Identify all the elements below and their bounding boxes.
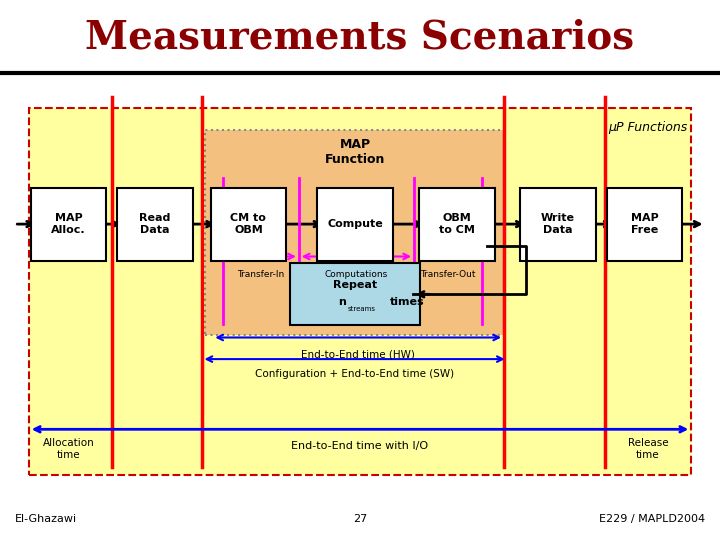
FancyBboxPatch shape — [606, 188, 683, 261]
FancyBboxPatch shape — [419, 188, 495, 261]
Text: E229 / MAPLD2004: E229 / MAPLD2004 — [600, 514, 706, 524]
Text: El-Ghazawi: El-Ghazawi — [14, 514, 76, 524]
Text: OBM
to CM: OBM to CM — [439, 213, 475, 235]
Text: MAP
Free: MAP Free — [631, 213, 658, 235]
FancyBboxPatch shape — [29, 108, 691, 475]
Text: 27: 27 — [353, 514, 367, 524]
FancyBboxPatch shape — [318, 188, 393, 261]
Text: Release
time: Release time — [628, 438, 668, 460]
FancyBboxPatch shape — [205, 130, 504, 335]
Text: MAP
Alloc.: MAP Alloc. — [51, 213, 86, 235]
Text: n: n — [338, 298, 346, 307]
Text: End-to-End time with I/O: End-to-End time with I/O — [292, 441, 428, 451]
Text: Read
Data: Read Data — [139, 213, 171, 235]
Text: CM to
OBM: CM to OBM — [230, 213, 266, 235]
Text: End-to-End time (HW): End-to-End time (HW) — [301, 349, 415, 360]
FancyBboxPatch shape — [117, 188, 192, 261]
Text: Allocation
time: Allocation time — [42, 438, 94, 460]
Text: MAP
Function: MAP Function — [325, 138, 385, 166]
Text: Configuration + End-to-End time (SW): Configuration + End-to-End time (SW) — [255, 369, 454, 379]
Text: times: times — [390, 298, 424, 307]
Text: Transfer-Out: Transfer-Out — [420, 270, 476, 279]
Text: Compute: Compute — [327, 219, 383, 229]
Text: μP Functions: μP Functions — [608, 122, 688, 134]
Text: Measurements Scenarios: Measurements Scenarios — [86, 19, 634, 57]
FancyBboxPatch shape — [30, 188, 107, 261]
Text: Transfer-In: Transfer-In — [238, 270, 284, 279]
Text: Computations: Computations — [325, 270, 388, 279]
Text: streams: streams — [348, 306, 376, 313]
Text: Write
Data: Write Data — [541, 213, 575, 235]
FancyBboxPatch shape — [210, 188, 287, 261]
FancyBboxPatch shape — [290, 263, 420, 325]
FancyBboxPatch shape — [521, 188, 596, 261]
Text: Repeat: Repeat — [333, 280, 377, 289]
